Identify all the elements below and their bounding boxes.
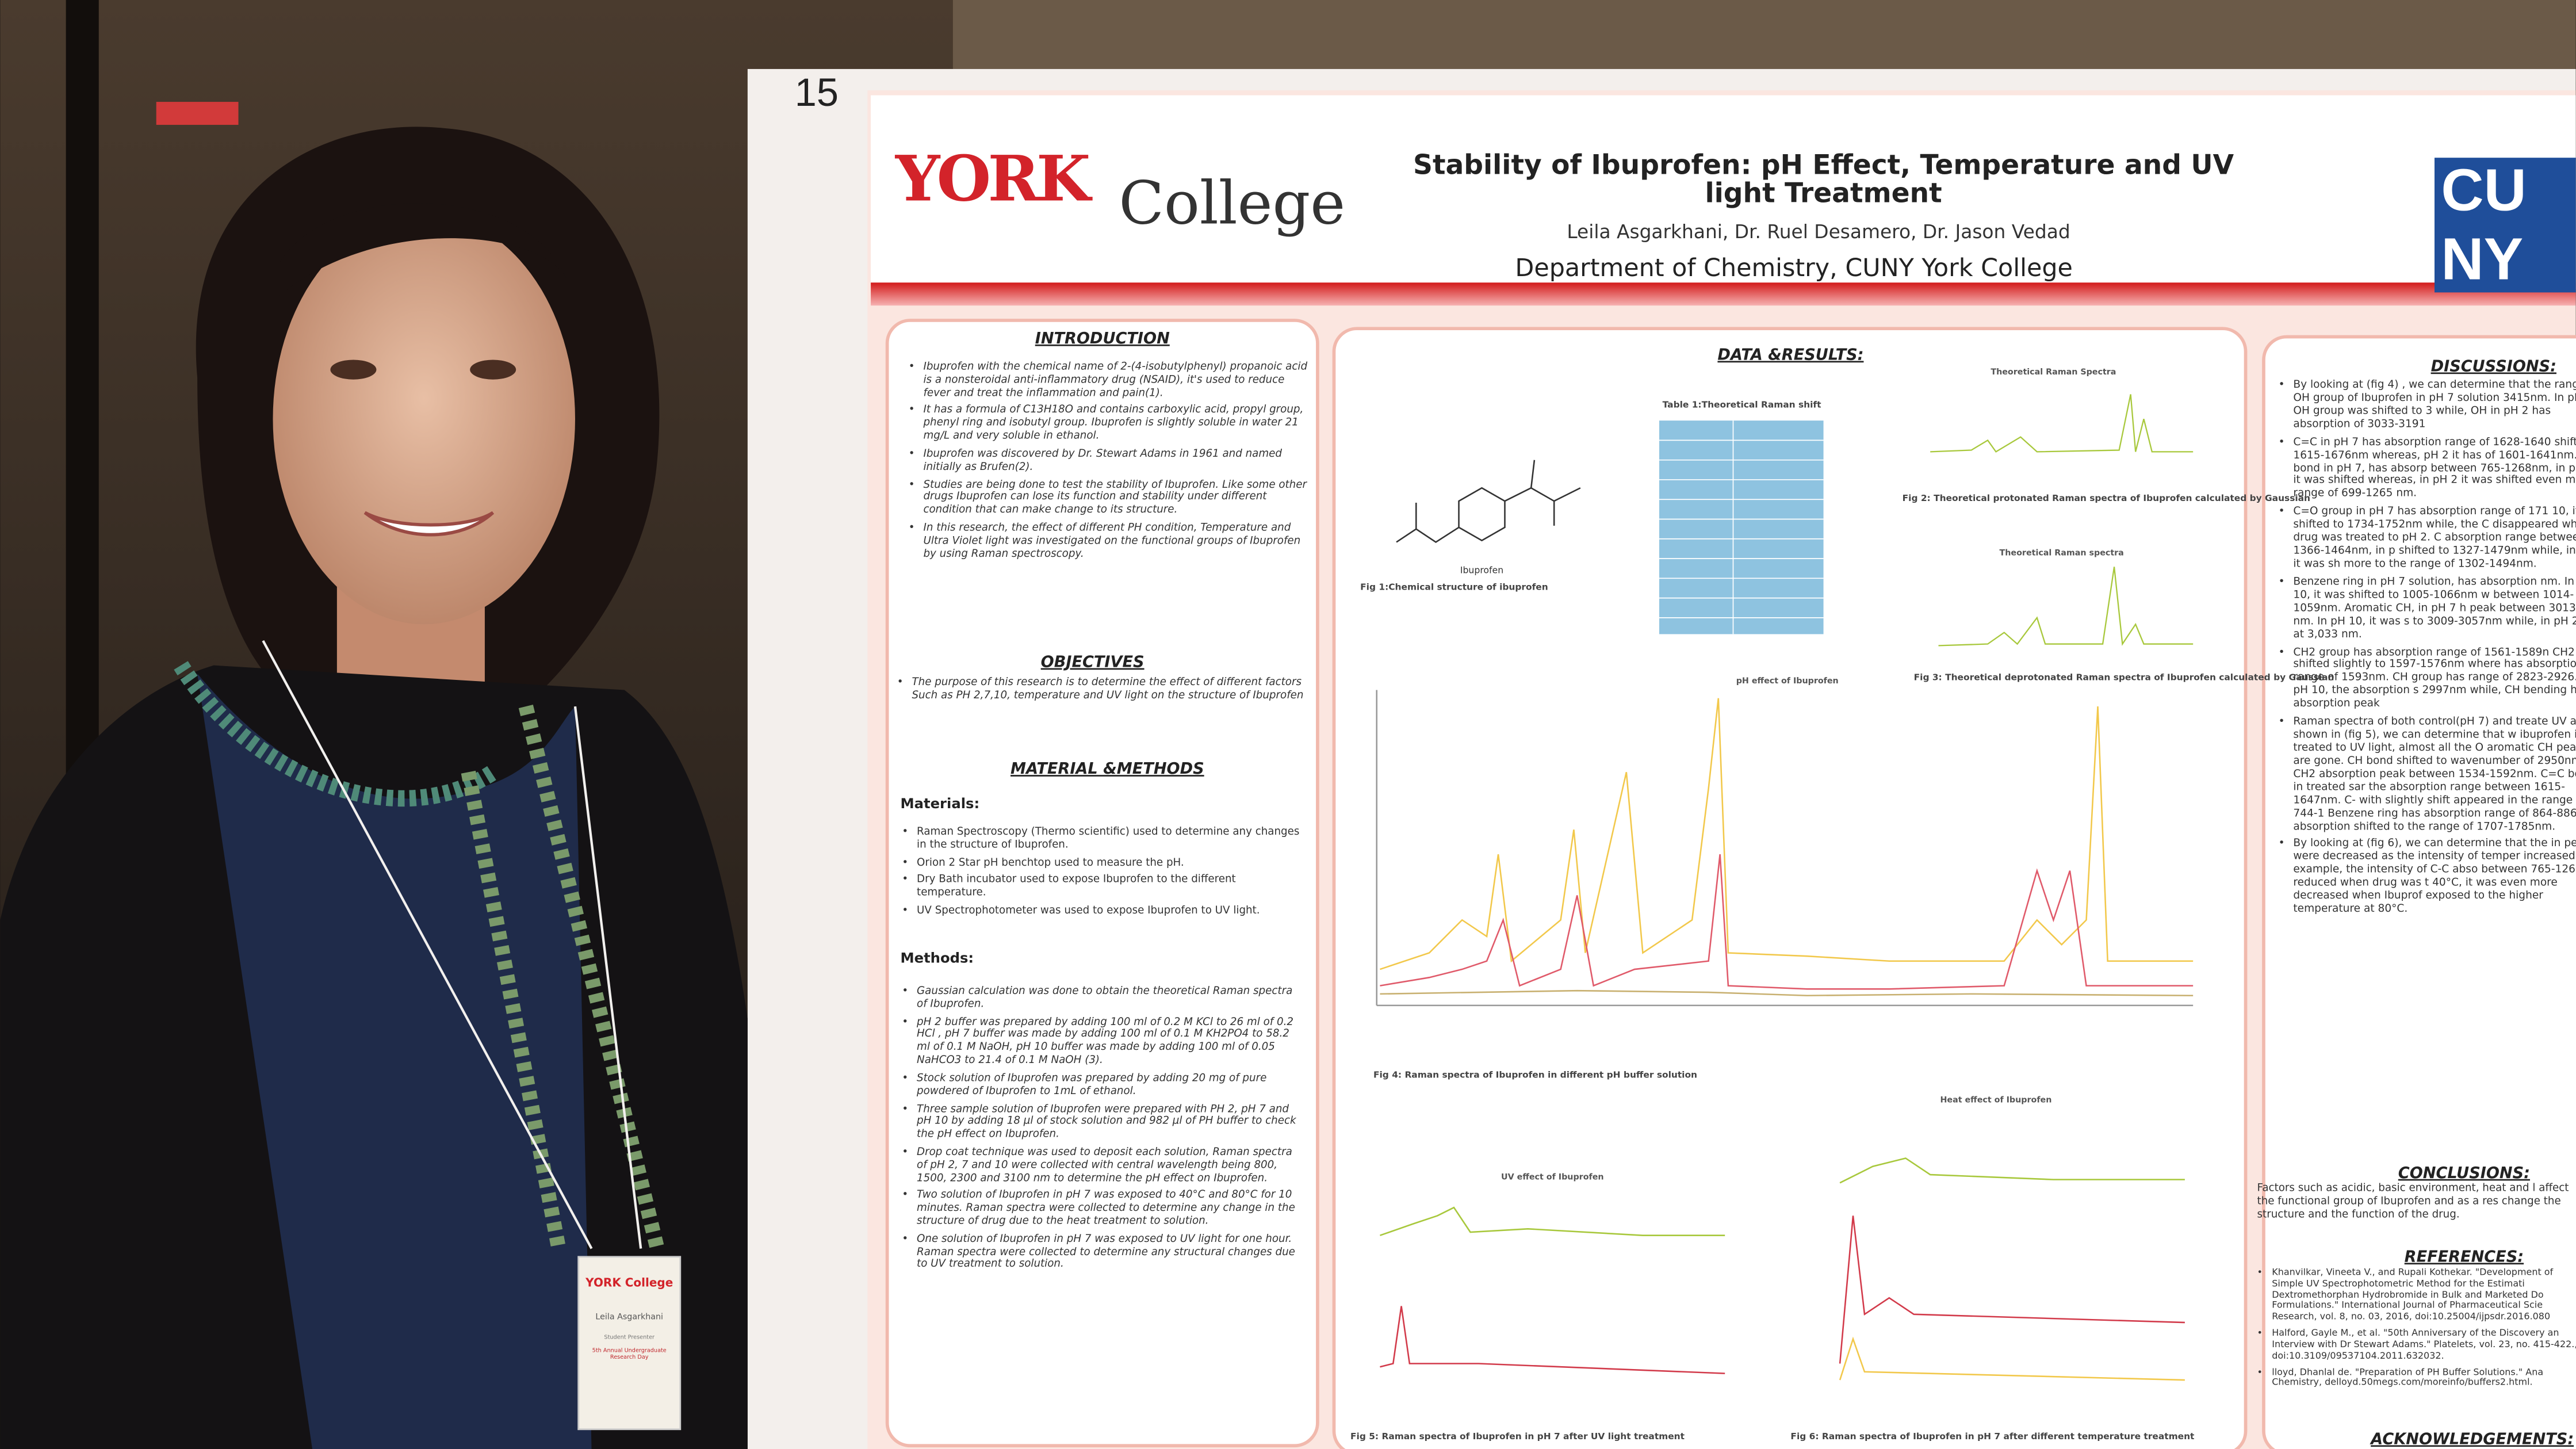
name-badge bbox=[577, 1256, 682, 1431]
header-band bbox=[871, 282, 2576, 306]
bullet: CH2 group has absorption range of 1561-1… bbox=[2279, 645, 2576, 712]
bullet: Benzene ring in pH 7 solution, has absor… bbox=[2279, 575, 2576, 641]
spectrum bbox=[1938, 567, 2194, 647]
discussion-box: By looking at (fig 4) , we can determine… bbox=[2279, 380, 2576, 1168]
table-rules bbox=[1659, 420, 1824, 634]
figure-caption: Fig 1:Chemical structure of ibuprofen bbox=[1360, 582, 1548, 592]
bullet: Two solution of Ibuprofen in pH 7 was ex… bbox=[902, 1188, 1304, 1229]
ph-spectra bbox=[1376, 690, 2194, 1007]
figure-title: UV effect of Ibuprofen bbox=[1501, 1173, 1603, 1182]
figure-title: Theoretical Raman spectra bbox=[2000, 548, 2124, 557]
panel-results bbox=[1332, 327, 2248, 1449]
spectrum bbox=[1930, 394, 2194, 453]
cuny-text: CU bbox=[2441, 157, 2526, 223]
bullet: Studies are being done to test the stabi… bbox=[909, 477, 1310, 518]
conclusion-box: Factors such as acidic, basic environmen… bbox=[2257, 1183, 2569, 1220]
badge-role: Student Presenter bbox=[604, 1335, 654, 1341]
title-box: Stability of Ibuprofen: pH Effect, Tempe… bbox=[1413, 151, 2234, 209]
bullet-list: Gaussian calculation was done to obtain … bbox=[902, 986, 1304, 1272]
section-heading: MATERIAL &METHODS bbox=[1011, 760, 1204, 778]
section-heading: ACKNOWLEDGEMENTS: bbox=[2370, 1430, 2574, 1448]
department: Department of Chemistry, CUNY York Colle… bbox=[1515, 254, 2073, 282]
cuny-logo bbox=[2434, 158, 2576, 293]
bullet-list: The purpose of this research is to deter… bbox=[897, 677, 1308, 703]
section-heading: OBJECTIVES bbox=[1041, 653, 1145, 671]
bullet: Khanvilkar, Vineeta V., and Rupali Kothe… bbox=[2257, 1268, 2576, 1324]
logo-college: College bbox=[1119, 169, 1345, 238]
bullet: Ibuprofen was discovered by Dr. Stewart … bbox=[909, 447, 1310, 474]
figure-caption: Fig 5: Raman spectra of Ibuprofen in pH … bbox=[1350, 1431, 1685, 1442]
figure-title: Theoretical Raman Spectra bbox=[1991, 368, 2116, 377]
bullet: C=C in pH 7 has absorption range of 1628… bbox=[2279, 435, 2576, 502]
bullet: By looking at (fig 4) , we can determine… bbox=[2279, 380, 2576, 431]
sub-heading: Materials: bbox=[900, 795, 979, 812]
figure-caption: Fig 2: Theoretical protonated Raman spec… bbox=[1903, 493, 2310, 503]
bullet-list: Raman Spectroscopy (Thermo scientific) u… bbox=[902, 827, 1304, 919]
intro-box: Ibuprofen with the chemical name of 2-(4… bbox=[909, 361, 1310, 641]
poster-header bbox=[871, 95, 2576, 289]
figure-caption: Fig 4: Raman spectra of Ibuprofen in dif… bbox=[1373, 1070, 1697, 1080]
poster-title: Stability of Ibuprofen: pH Effect, Tempe… bbox=[1413, 151, 2234, 209]
reference-list: Khanvilkar, Vineeta V., and Rupali Kothe… bbox=[2257, 1268, 2576, 1390]
references-box: Khanvilkar, Vineeta V., and Rupali Kothe… bbox=[2257, 1268, 2576, 1424]
section-heading: DISCUSSIONS: bbox=[2431, 357, 2556, 375]
table-title: Table 1:Theoretical Raman shift bbox=[1663, 399, 1821, 410]
badge-name: Leila Asgarkhani bbox=[595, 1312, 663, 1321]
heat-spectra bbox=[1839, 1157, 2185, 1381]
bullet: One solution of Ibuprofen in pH 7 was ex… bbox=[902, 1232, 1304, 1272]
bullet: Stock solution of Ibuprofen was prepared… bbox=[902, 1071, 1304, 1099]
bullet: By looking at (fig 6), we can determine … bbox=[2279, 837, 2576, 917]
table bbox=[1659, 420, 1824, 634]
exit-sign bbox=[156, 102, 239, 125]
objectives-box: The purpose of this research is to deter… bbox=[897, 677, 1308, 743]
cuny-text: NY bbox=[2441, 226, 2523, 292]
materials-box: Raman Spectroscopy (Thermo scientific) u… bbox=[902, 827, 1304, 958]
bullet: Gaussian calculation was done to obtain … bbox=[902, 986, 1304, 1012]
bullet: In this research, the effect of differen… bbox=[909, 521, 1310, 561]
bullet: Drop coat technique was used to deposit … bbox=[902, 1145, 1304, 1185]
bullet: Ibuprofen with the chemical name of 2-(4… bbox=[909, 361, 1310, 400]
molecule-label: Ibuprofen bbox=[1460, 565, 1503, 576]
bullet: Three sample solution of Ibuprofen were … bbox=[902, 1102, 1304, 1142]
bullet-list: By looking at (fig 4) , we can determine… bbox=[2279, 380, 2576, 917]
bullet: Raman spectra of both control(pH 7) and … bbox=[2279, 715, 2576, 834]
logo-york: YORK bbox=[895, 142, 1093, 215]
figure-caption: Fig 3: Theoretical deprotonated Raman sp… bbox=[1914, 672, 2334, 682]
molecule bbox=[1396, 460, 1581, 544]
poster-number: 15 bbox=[795, 70, 839, 114]
bullet: C=O group in pH 7 has absorption range o… bbox=[2279, 505, 2576, 571]
bullet: The purpose of this research is to deter… bbox=[897, 677, 1308, 703]
bullet: Raman Spectroscopy (Thermo scientific) u… bbox=[902, 827, 1304, 852]
badge-event: 5th Annual Undergraduate Research Day bbox=[592, 1347, 667, 1360]
bullet: lloyd, Dhanlal de. "Preparation of PH Bu… bbox=[2257, 1368, 2576, 1390]
section-heading: REFERENCES: bbox=[2405, 1248, 2524, 1266]
badge-logo: YORK College bbox=[585, 1275, 673, 1289]
section-heading: DATA &RESULTS: bbox=[1717, 346, 1863, 364]
section-heading: INTRODUCTION bbox=[1035, 330, 1170, 347]
person bbox=[0, 127, 748, 1449]
bullet: pH 2 buffer was prepared by adding 100 m… bbox=[902, 1015, 1304, 1068]
figure-title: pH effect of Ibuprofen bbox=[1736, 676, 1839, 686]
sub-heading: Methods: bbox=[900, 950, 974, 966]
bullet-list: Ibuprofen with the chemical name of 2-(4… bbox=[909, 361, 1310, 561]
bullet: UV Spectrophotometer was used to expose … bbox=[902, 904, 1304, 918]
authors: Leila Asgarkhani, Dr. Ruel Desamero, Dr.… bbox=[1567, 221, 2070, 243]
bullet: Dry Bath incubator used to expose Ibupro… bbox=[902, 873, 1304, 901]
ceiling bbox=[952, 0, 2576, 82]
bullet: It has a formula of C13H18O and contains… bbox=[909, 403, 1310, 444]
section-heading: CONCLUSIONS: bbox=[2398, 1164, 2530, 1182]
figure-caption: Fig 6: Raman spectra of Ibuprofen in pH … bbox=[1790, 1431, 2195, 1442]
conclusion-text: Factors such as acidic, basic environmen… bbox=[2257, 1183, 2569, 1220]
badge-event-box: 5th Annual Undergraduate Research Day bbox=[592, 1347, 667, 1360]
figure-title: Heat effect of Ibuprofen bbox=[1940, 1095, 2051, 1104]
bullet: Halford, Gayle M., et al. "50th Annivers… bbox=[2257, 1329, 2576, 1363]
uv-spectra bbox=[1380, 1206, 1725, 1374]
methods-box: Gaussian calculation was done to obtain … bbox=[902, 986, 1304, 1429]
bullet: Orion 2 Star pH benchtop used to measure… bbox=[902, 855, 1304, 870]
